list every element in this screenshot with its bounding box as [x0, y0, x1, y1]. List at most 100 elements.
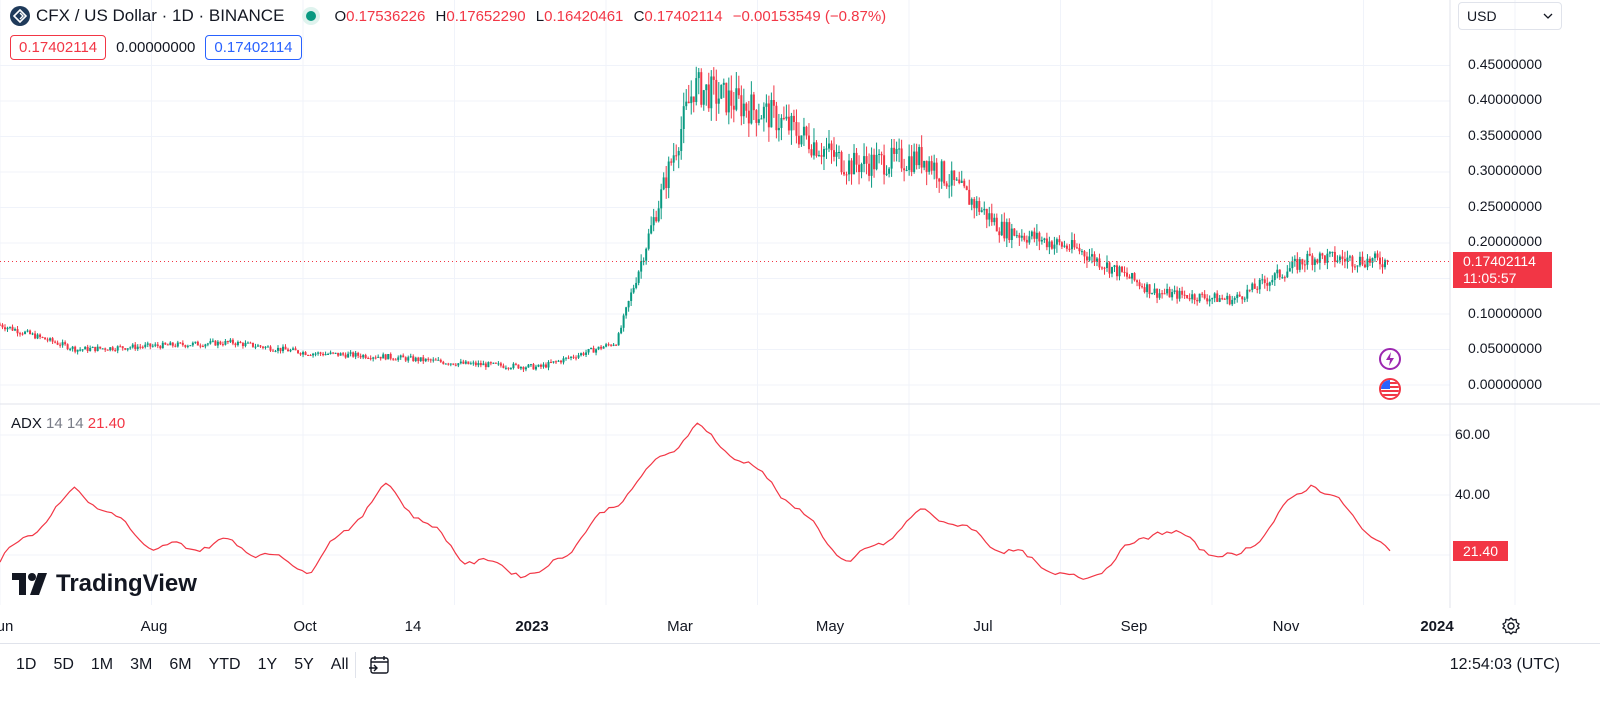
candle-body	[605, 344, 608, 347]
range-5d[interactable]: 5D	[53, 656, 74, 673]
settings-gear-icon[interactable]	[1501, 616, 1521, 636]
candle-body	[695, 78, 698, 103]
sell-price-box[interactable]: 0.17402114	[10, 35, 107, 60]
candle-body	[820, 155, 823, 157]
candle-body	[863, 156, 866, 165]
candle-body	[1136, 280, 1139, 283]
candle-body	[988, 213, 991, 220]
candle-body	[287, 349, 290, 352]
candle-body	[427, 358, 430, 360]
candle-body	[722, 82, 725, 85]
candle-body	[923, 160, 926, 168]
utc-clock[interactable]: 12:54:03 (UTC)	[1449, 656, 1560, 673]
range-1m[interactable]: 1M	[90, 656, 114, 673]
candle-body	[399, 355, 402, 358]
symbol-title[interactable]: CFX / US Dollar · 1D · BINANCE	[36, 6, 285, 25]
candle-body	[264, 346, 267, 348]
candle-body	[156, 344, 159, 347]
candle-body	[236, 341, 239, 346]
candle-body	[79, 349, 82, 351]
candle-body	[595, 349, 598, 353]
candle-body	[822, 149, 825, 157]
candle-body	[354, 352, 357, 357]
candle-body	[1268, 282, 1271, 286]
candle-body	[567, 357, 570, 359]
candle-body	[840, 151, 843, 173]
candle-body	[484, 363, 487, 368]
candle-body	[482, 363, 485, 366]
range-3m[interactable]: 3M	[130, 656, 153, 673]
candle-body	[104, 348, 107, 350]
candle-body	[843, 172, 846, 175]
candle-body	[562, 358, 565, 363]
calendar-goto-icon[interactable]	[368, 654, 390, 676]
range-ytd[interactable]: YTD	[208, 656, 241, 673]
candle-body	[254, 346, 257, 348]
candle-body	[1035, 232, 1038, 239]
range-6m[interactable]: 6M	[169, 656, 192, 673]
candle-body	[630, 292, 633, 302]
candle-body	[1033, 231, 1036, 239]
x-axis-label: 2024	[1420, 618, 1454, 635]
candle-body	[99, 346, 102, 349]
candle-body	[795, 122, 798, 136]
range-1y[interactable]: 1Y	[257, 656, 278, 673]
candle-body	[1286, 271, 1289, 278]
candle-body	[943, 161, 946, 184]
candle-body	[61, 342, 64, 346]
candle-body	[261, 346, 264, 348]
candle-body	[1336, 260, 1339, 262]
candle-body	[1111, 267, 1113, 274]
candle-body	[710, 76, 713, 109]
candle-body	[557, 360, 560, 362]
candle-body	[86, 346, 89, 351]
us-flag-icon[interactable]	[1379, 378, 1401, 400]
candle-body	[707, 84, 710, 109]
chart-canvas[interactable]	[0, 0, 1600, 643]
candle-body	[246, 342, 249, 344]
candle-body	[279, 347, 282, 352]
candle-body	[1211, 298, 1214, 300]
candle-body	[1171, 291, 1174, 298]
candle-body	[1318, 253, 1321, 263]
candle-body	[19, 333, 22, 335]
candle-body	[204, 344, 207, 347]
range-all[interactable]: All	[330, 656, 349, 673]
candle-body	[797, 135, 800, 145]
tradingview-logo[interactable]: TradingView	[12, 570, 197, 598]
adx-legend[interactable]: ADX 14 14 21.40	[11, 415, 125, 432]
range-1d[interactable]: 1D	[16, 656, 37, 673]
candle-body	[1088, 256, 1091, 261]
candle-body	[572, 356, 575, 358]
candle-body	[477, 363, 480, 366]
market-status-icon[interactable]	[306, 11, 317, 21]
currency-select[interactable]: USD	[1458, 2, 1562, 30]
candle-body	[179, 342, 182, 344]
candle-body	[1008, 222, 1011, 241]
candle-body	[652, 217, 655, 226]
candle-body	[990, 213, 993, 223]
candle-body	[597, 346, 600, 350]
ohlc-open-value: 0.17536226	[346, 7, 426, 25]
candle-body	[56, 342, 59, 345]
candle-body	[502, 365, 505, 368]
candle-body	[785, 116, 788, 119]
lightning-icon[interactable]	[1379, 348, 1401, 370]
candle-body	[812, 142, 815, 156]
candle-body	[111, 347, 114, 351]
candle-body	[1133, 273, 1136, 281]
candle-body	[161, 342, 164, 349]
candle-body	[575, 357, 578, 359]
candle-body	[1373, 253, 1376, 259]
candle-body	[1328, 252, 1331, 254]
ohlc-close-value: 0.17402114	[644, 7, 723, 25]
range-5y[interactable]: 5Y	[294, 656, 314, 673]
buy-price-box[interactable]: 0.17402114	[205, 35, 302, 60]
candle-body	[1208, 299, 1211, 302]
candle-body	[782, 117, 785, 119]
candle-body	[392, 358, 395, 360]
candle-body	[294, 348, 297, 351]
candle-body	[231, 339, 234, 344]
candle-body	[121, 346, 124, 349]
candle-body	[191, 342, 194, 346]
